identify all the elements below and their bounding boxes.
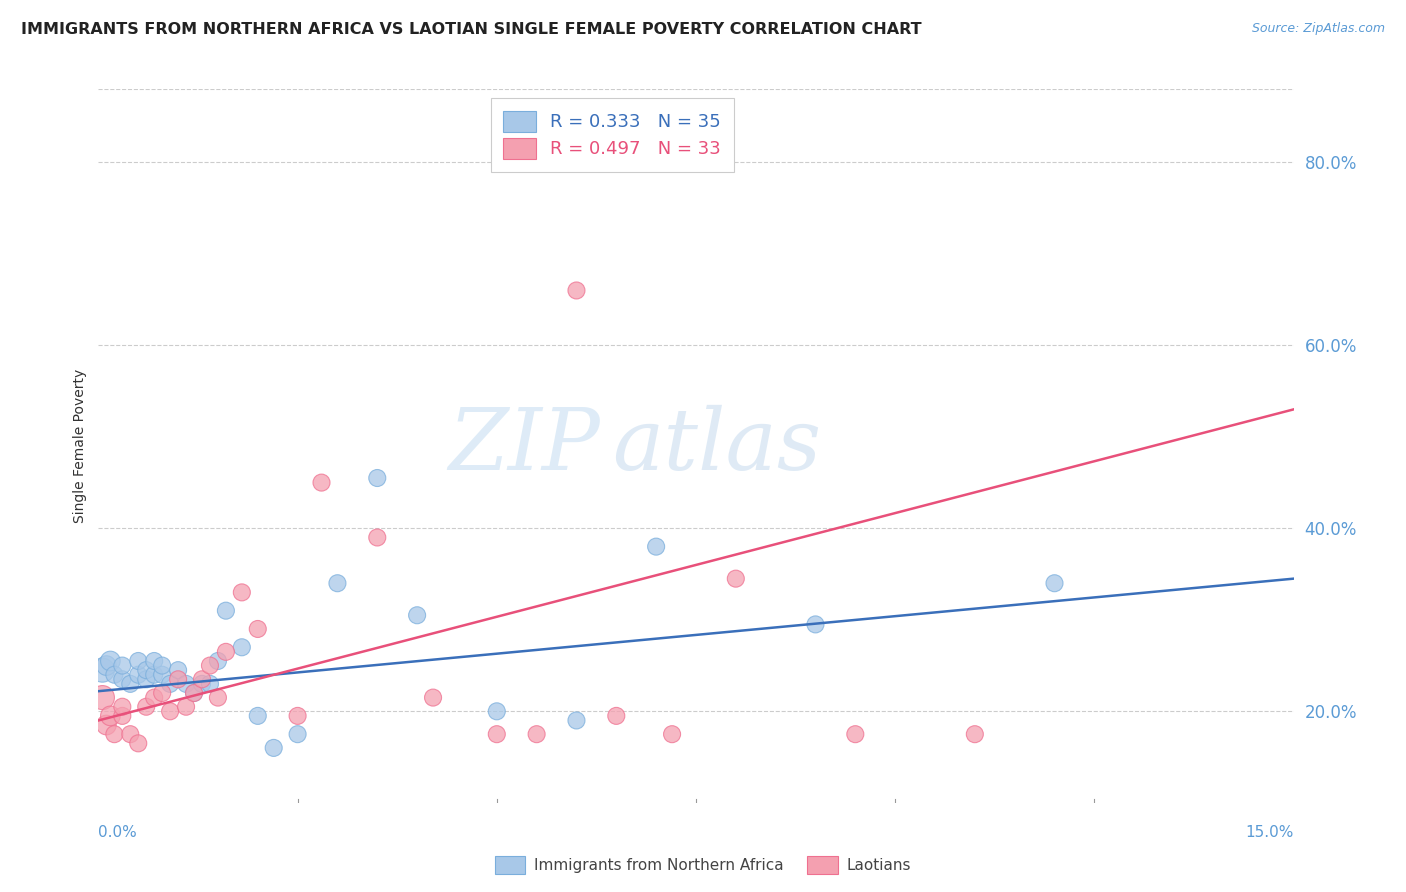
Point — [311, 475, 333, 490]
Point — [135, 673, 157, 687]
Point — [159, 677, 181, 691]
Point — [263, 740, 285, 755]
Point — [422, 690, 444, 705]
Point — [661, 727, 683, 741]
Point — [135, 699, 157, 714]
Point — [96, 658, 118, 673]
Point — [526, 727, 548, 741]
Point — [1043, 576, 1066, 591]
Point — [167, 663, 190, 677]
Point — [215, 604, 238, 618]
Point — [150, 667, 173, 681]
Point — [198, 658, 221, 673]
Point — [565, 714, 588, 728]
Point — [246, 622, 269, 636]
Point — [287, 727, 309, 741]
Text: IMMIGRANTS FROM NORTHERN AFRICA VS LAOTIAN SINGLE FEMALE POVERTY CORRELATION CHA: IMMIGRANTS FROM NORTHERN AFRICA VS LAOTI… — [21, 22, 922, 37]
Point — [98, 654, 122, 668]
Point — [207, 690, 229, 705]
Point — [98, 709, 122, 723]
Point — [645, 540, 668, 554]
Point — [326, 576, 349, 591]
Point — [103, 727, 125, 741]
Point — [135, 663, 157, 677]
Point — [91, 663, 114, 677]
Point — [366, 471, 388, 485]
Text: 0.0%: 0.0% — [98, 825, 138, 840]
Point — [91, 690, 114, 705]
Point — [231, 585, 253, 599]
Point — [231, 640, 253, 655]
Point — [565, 284, 588, 298]
Point — [804, 617, 827, 632]
Point — [963, 727, 986, 741]
Legend: Immigrants from Northern Africa, Laotians: Immigrants from Northern Africa, Laotian… — [489, 850, 917, 880]
Point — [127, 667, 149, 681]
Point — [605, 709, 627, 723]
Text: atlas: atlas — [612, 405, 821, 487]
Point — [485, 727, 508, 741]
Point — [159, 704, 181, 718]
Point — [174, 677, 197, 691]
Point — [96, 718, 118, 732]
Point — [143, 654, 166, 668]
Point — [198, 677, 221, 691]
Point — [120, 727, 142, 741]
Point — [143, 690, 166, 705]
Point — [103, 667, 125, 681]
Point — [120, 677, 142, 691]
Text: ZIP: ZIP — [449, 405, 600, 487]
Point — [191, 677, 214, 691]
Point — [111, 658, 134, 673]
Point — [150, 658, 173, 673]
Point — [150, 686, 173, 700]
Point — [111, 673, 134, 687]
Point — [287, 709, 309, 723]
Point — [111, 699, 134, 714]
Point — [167, 673, 190, 687]
Y-axis label: Single Female Poverty: Single Female Poverty — [73, 369, 87, 523]
Point — [183, 686, 205, 700]
Legend: R = 0.333   N = 35, R = 0.497   N = 33: R = 0.333 N = 35, R = 0.497 N = 33 — [491, 98, 734, 171]
Point — [127, 654, 149, 668]
Point — [191, 673, 214, 687]
Point — [724, 572, 747, 586]
Text: Source: ZipAtlas.com: Source: ZipAtlas.com — [1251, 22, 1385, 36]
Point — [406, 608, 429, 623]
Point — [215, 645, 238, 659]
Point — [844, 727, 866, 741]
Text: 15.0%: 15.0% — [1246, 825, 1294, 840]
Point — [143, 667, 166, 681]
Point — [485, 704, 508, 718]
Point — [246, 709, 269, 723]
Point — [183, 686, 205, 700]
Point — [111, 709, 134, 723]
Point — [207, 654, 229, 668]
Point — [366, 531, 388, 545]
Point — [127, 736, 149, 750]
Point — [174, 699, 197, 714]
